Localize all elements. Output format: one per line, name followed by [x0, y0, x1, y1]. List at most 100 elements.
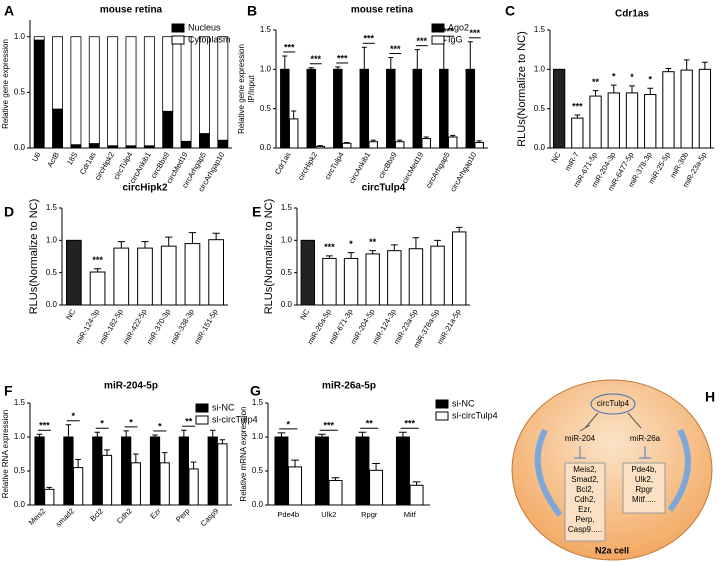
bar [92, 436, 103, 506]
bar-segment [180, 140, 192, 149]
error-bar [574, 114, 581, 119]
significance: * [630, 72, 634, 82]
y-tick-label: 1.0 [534, 64, 546, 73]
error-bar [370, 139, 376, 142]
bar [208, 239, 224, 306]
bar [288, 118, 299, 149]
error-bar [291, 459, 299, 467]
bar [44, 488, 55, 506]
y-axis-label: RLUs(Normalize to NC) [516, 31, 528, 147]
bar [101, 454, 113, 506]
significance: *** [404, 419, 415, 429]
legend-label: si-circTulp4 [452, 410, 498, 420]
cell [511, 379, 713, 561]
bar-segment [162, 110, 174, 149]
diagram-h: H circTulp4 miR-204 miR-26a Meis2,Smad2,… [511, 379, 715, 561]
bar [184, 243, 201, 306]
x-tick-label: miR-124-3p [74, 307, 101, 345]
bar [408, 248, 424, 306]
significance: *** [469, 28, 480, 38]
significance: *** [572, 101, 583, 111]
error-bar [161, 452, 168, 463]
error-bar [326, 255, 333, 259]
panel-letter: B [247, 3, 257, 19]
significance: * [72, 411, 76, 421]
bar [328, 480, 343, 506]
error-bar [455, 226, 463, 232]
significance: * [612, 71, 616, 81]
legend-label: Cytoplasm [188, 34, 231, 44]
y-axis-label: Relative RNA expression [1, 410, 10, 498]
error-bar [36, 433, 43, 437]
bar-segment [70, 36, 82, 146]
significance: *** [416, 36, 427, 46]
significance: *** [324, 242, 335, 252]
bar-segment [88, 36, 100, 144]
x-tick-label: 18S [65, 150, 79, 166]
panel-letter: C [505, 3, 515, 19]
y-tick-label: 0.5 [252, 466, 264, 475]
error-bar [647, 87, 654, 95]
target: Meis2, [573, 465, 597, 474]
legend-label: si-circTulp4 [212, 414, 258, 424]
bar [288, 466, 303, 506]
y-tick-label: 0.0 [534, 143, 546, 152]
bar-segment [52, 36, 63, 110]
y-axis-label: IP/Input [247, 74, 256, 102]
error-bar [412, 481, 421, 486]
legend-swatch [171, 35, 185, 45]
significance: *** [92, 255, 103, 265]
bar-segment [125, 36, 137, 147]
error-bar [219, 439, 226, 444]
significance: * [286, 419, 290, 429]
error-bar [476, 140, 482, 143]
target: Perp, [575, 515, 594, 524]
legend-label: Ago2 [448, 22, 469, 32]
error-bar [212, 232, 220, 240]
right-mirna: miR-26a [630, 434, 661, 443]
legend-label: Nucleus [188, 22, 221, 32]
x-tick-label: Cdh2 [115, 506, 134, 525]
bar [149, 436, 161, 506]
error-bar [397, 139, 403, 142]
x-tick-label: circHipk2 [296, 150, 319, 181]
y-tick-label: 1.0 [46, 235, 58, 244]
error-bar [123, 430, 129, 437]
error-bar [277, 432, 286, 437]
target: Mitf..... [632, 495, 656, 504]
bar-segment [199, 133, 210, 149]
inhibit [579, 412, 642, 432]
y-tick-label: 0.0 [46, 300, 58, 309]
error-bar [361, 46, 367, 70]
error-bar [344, 141, 350, 144]
error-bar [141, 241, 149, 249]
error-bar [358, 431, 367, 437]
circrna [590, 393, 636, 415]
y-axis-label: Relative mRNA expression [239, 406, 248, 501]
x-tick-label: Perp [174, 506, 192, 524]
error-bar [317, 145, 323, 147]
significance: ** [369, 237, 377, 247]
bar [306, 68, 317, 149]
x-tick-label: miR-422-5p [121, 307, 148, 345]
significance: * [648, 75, 652, 85]
bar-segment [33, 36, 45, 41]
bar [66, 239, 82, 306]
bar [368, 141, 378, 149]
y-tick-label: 0.0 [252, 500, 264, 509]
significance: *** [39, 421, 50, 431]
legend-label: IgG [448, 34, 463, 44]
x-tick-label: circTulp4 [323, 150, 346, 181]
error-bar [467, 41, 473, 70]
target: Ezr, [578, 505, 592, 514]
y-axis-label: Relative gene expression [1, 39, 10, 129]
error-bar [335, 66, 341, 70]
error-bar [388, 57, 394, 70]
bar [421, 138, 431, 149]
bar [160, 245, 177, 306]
x-tick-label: ActB [45, 150, 61, 168]
target: Smad2, [571, 475, 599, 484]
y-axis-label: RLUs(Normalize to NC) [28, 199, 40, 315]
